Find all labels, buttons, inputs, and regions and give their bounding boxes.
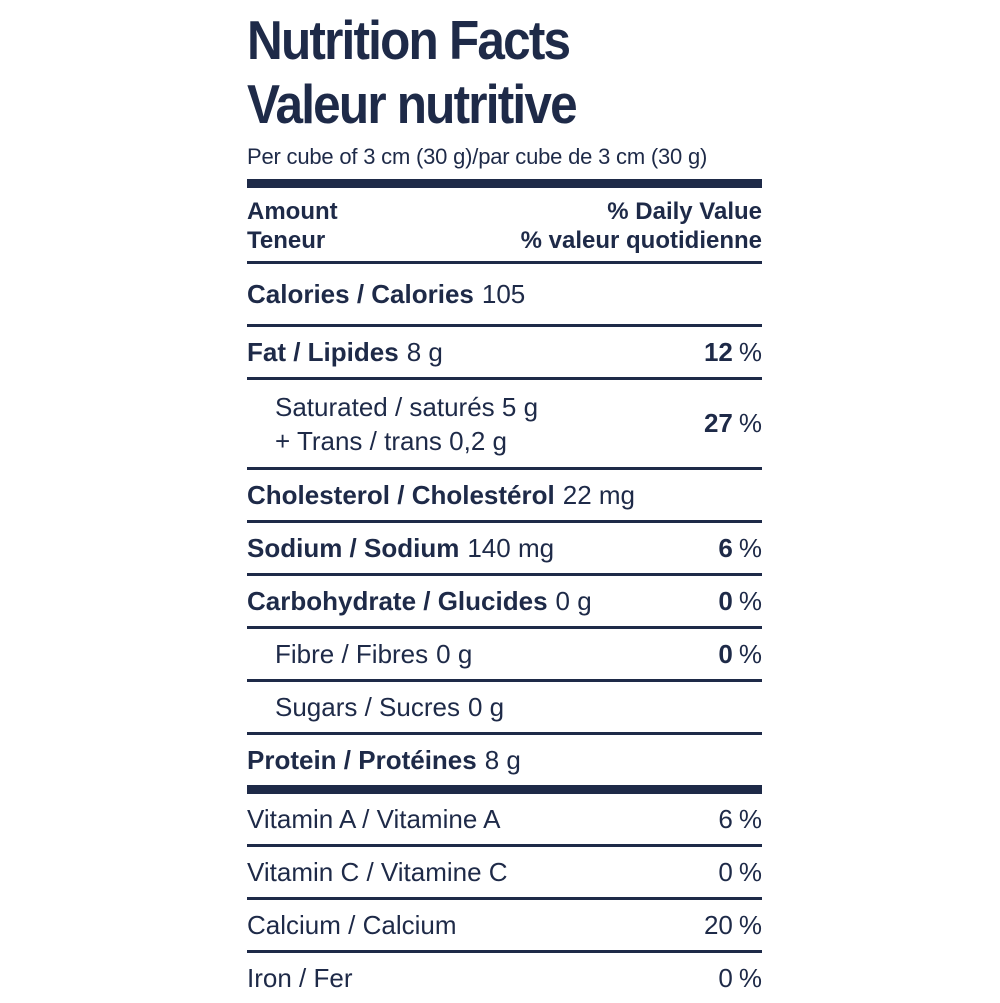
- serving-size-text: Per cube of 3 cm (30 g)/par cube de 3 cm…: [247, 144, 708, 169]
- vitamin-c-name: Vitamin C / Vitamine C: [247, 856, 508, 887]
- row-vitamin-a: Vitamin A / Vitamine A 6 %: [247, 794, 762, 844]
- fibre-daily-value: 0 %: [718, 638, 762, 669]
- calories-value: 105: [481, 278, 526, 309]
- sodium-value: 140 mg: [467, 532, 555, 563]
- amount-header-en: Amount: [247, 198, 338, 225]
- fibre-name: Fibre / Fibres: [275, 638, 429, 669]
- row-sugars: Sugars / Sucres 0 g: [247, 679, 762, 732]
- nutrition-facts-label: Nutrition Facts Valeur nutritive Per cub…: [247, 8, 762, 1003]
- label-title-fr: Valeur nutritive: [247, 73, 578, 135]
- column-header: Amount % Daily Value Teneur % valeur quo…: [247, 188, 762, 264]
- row-calcium: Calcium / Calcium 20 %: [247, 897, 762, 950]
- iron-daily-value: 0 %: [718, 962, 762, 993]
- calories-name: Calories / Calories: [247, 278, 474, 309]
- row-fibre: Fibre / Fibres 0 g 0 %: [247, 626, 762, 679]
- calcium-name: Calcium / Calcium: [247, 909, 457, 940]
- saturated-line: Saturated / saturés 5 g: [275, 391, 539, 422]
- vitamin-a-daily-value: 6 %: [718, 803, 762, 834]
- thick-divider-top: [247, 179, 762, 188]
- sugars-value: 0 g: [467, 691, 505, 722]
- carbohydrate-name: Carbohydrate / Glucides: [247, 585, 548, 616]
- sodium-name: Sodium / Sodium: [247, 532, 460, 563]
- thick-divider-micronutrients: [247, 785, 762, 794]
- fat-daily-value: 12 %: [703, 336, 762, 367]
- sodium-daily-value: 6 %: [718, 532, 762, 563]
- cholesterol-name: Cholesterol / Cholestérol: [247, 479, 555, 510]
- sugars-name: Sugars / Sucres: [275, 691, 460, 722]
- row-calories: Calories / Calories 105: [247, 264, 762, 324]
- protein-name: Protein / Protéines: [247, 744, 477, 775]
- row-cholesterol: Cholesterol / Cholestérol 22 mg: [247, 467, 762, 520]
- fat-name: Fat / Lipides: [247, 336, 399, 367]
- iron-name: Iron / Fer: [247, 962, 353, 993]
- label-title-en: Nutrition Facts: [247, 9, 571, 71]
- fat-value: 8 g: [406, 336, 443, 367]
- row-vitamin-c: Vitamin C / Vitamine C 0 %: [247, 844, 762, 897]
- row-sodium: Sodium / Sodium 140 mg 6 %: [247, 520, 762, 573]
- amount-header-fr: Teneur: [247, 227, 326, 254]
- calcium-daily-value: 20 %: [703, 909, 762, 940]
- vitamin-a-name: Vitamin A / Vitamine A: [247, 803, 501, 834]
- fibre-value: 0 g: [436, 638, 473, 669]
- daily-value-header-fr: % valeur quotidienne: [520, 227, 762, 254]
- carbohydrate-value: 0 g: [555, 585, 592, 616]
- row-fat: Fat / Lipides 8 g 12 %: [247, 324, 762, 377]
- trans-line: + Trans / trans 0,2 g: [275, 425, 507, 456]
- row-iron: Iron / Fer 0 %: [247, 950, 762, 1003]
- vitamin-c-daily-value: 0 %: [718, 856, 762, 887]
- saturated-trans-daily-value: 27 %: [703, 408, 762, 438]
- cholesterol-value: 22 mg: [562, 479, 635, 510]
- row-carbohydrate: Carbohydrate / Glucides 0 g 0 %: [247, 573, 762, 626]
- row-saturated-trans: Saturated / saturés 5 g + Trans / trans …: [247, 377, 762, 467]
- carbohydrate-daily-value: 0 %: [718, 585, 762, 616]
- row-protein: Protein / Protéines 8 g: [247, 732, 762, 785]
- protein-value: 8 g: [484, 744, 521, 775]
- daily-value-header-en: % Daily Value: [607, 198, 762, 225]
